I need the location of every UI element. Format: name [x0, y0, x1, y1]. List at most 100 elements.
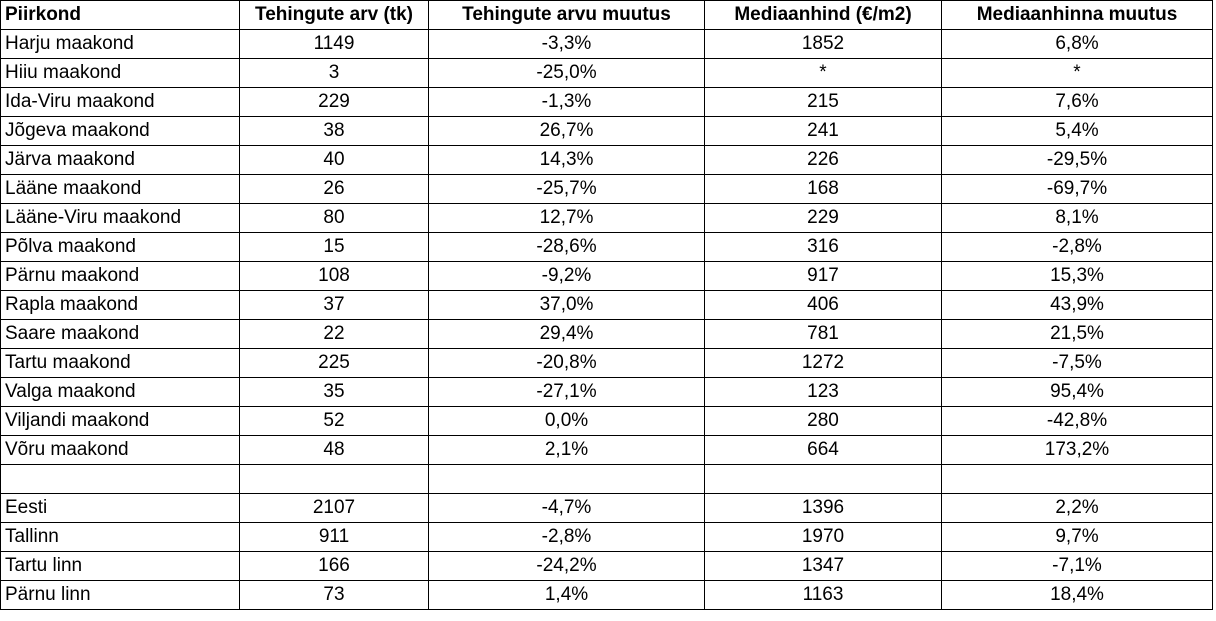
cell-region[interactable]: Viljandi maakond	[0, 406, 240, 436]
cell-median-price-change[interactable]: -42,8%	[941, 406, 1213, 436]
cell-region[interactable]: Pärnu maakond	[0, 261, 240, 291]
cell-region[interactable]: Ida-Viru maakond	[0, 87, 240, 117]
cell-transactions-change[interactable]: 1,4%	[428, 580, 705, 610]
cell-transactions-change[interactable]: 29,4%	[428, 319, 705, 349]
cell-transactions-count[interactable]: 40	[239, 145, 429, 175]
header-transactions-count[interactable]: Tehingute arv (tk)	[239, 0, 429, 30]
cell-median-price-change[interactable]: *	[941, 58, 1213, 88]
cell-transactions-count[interactable]: 108	[239, 261, 429, 291]
cell-median-price[interactable]: 241	[704, 116, 942, 146]
cell-transactions-count[interactable]: 225	[239, 348, 429, 378]
cell-transactions-count[interactable]: 35	[239, 377, 429, 407]
cell-median-price-change[interactable]: 21,5%	[941, 319, 1213, 349]
cell-transactions-change[interactable]: 14,3%	[428, 145, 705, 175]
cell-transactions-change[interactable]: -28,6%	[428, 232, 705, 262]
cell-transactions-count[interactable]: 26	[239, 174, 429, 204]
cell-transactions-change[interactable]: -27,1%	[428, 377, 705, 407]
cell-region[interactable]: Valga maakond	[0, 377, 240, 407]
cell-median-price[interactable]: 1970	[704, 522, 942, 552]
cell-region[interactable]: Tartu maakond	[0, 348, 240, 378]
cell-median-price[interactable]: 1396	[704, 493, 942, 523]
cell-transactions-change[interactable]: 37,0%	[428, 290, 705, 320]
cell-region[interactable]: Eesti	[0, 493, 240, 523]
cell-median-price[interactable]: 215	[704, 87, 942, 117]
cell-region[interactable]: Hiiu maakond	[0, 58, 240, 88]
cell-region[interactable]: Lääne maakond	[0, 174, 240, 204]
cell-transactions-count[interactable]: 166	[239, 551, 429, 581]
cell-region[interactable]: Harju maakond	[0, 29, 240, 59]
cell-transactions-count[interactable]: 37	[239, 290, 429, 320]
cell-transactions-change[interactable]: -20,8%	[428, 348, 705, 378]
cell-transactions-change[interactable]: 2,1%	[428, 435, 705, 465]
cell-transactions-count[interactable]: 22	[239, 319, 429, 349]
cell-transactions-count[interactable]: 3	[239, 58, 429, 88]
cell-median-price[interactable]: 917	[704, 261, 942, 291]
cell-region[interactable]: Saare maakond	[0, 319, 240, 349]
cell-transactions-change[interactable]: -25,0%	[428, 58, 705, 88]
cell-median-price[interactable]: 1163	[704, 580, 942, 610]
header-transactions-change[interactable]: Tehingute arvu muutus	[428, 0, 705, 30]
cell-transactions-count[interactable]: 52	[239, 406, 429, 436]
cell-median-price[interactable]: 316	[704, 232, 942, 262]
cell-median-price[interactable]: 280	[704, 406, 942, 436]
cell-transactions-count[interactable]	[239, 464, 429, 494]
cell-transactions-change[interactable]	[428, 464, 705, 494]
cell-median-price-change[interactable]: -7,1%	[941, 551, 1213, 581]
cell-median-price-change[interactable]: 5,4%	[941, 116, 1213, 146]
cell-median-price[interactable]: 226	[704, 145, 942, 175]
cell-median-price[interactable]: 1272	[704, 348, 942, 378]
cell-region[interactable]: Tartu linn	[0, 551, 240, 581]
cell-transactions-change[interactable]: -25,7%	[428, 174, 705, 204]
cell-transactions-count[interactable]: 2107	[239, 493, 429, 523]
cell-median-price[interactable]: 781	[704, 319, 942, 349]
cell-transactions-change[interactable]: 0,0%	[428, 406, 705, 436]
cell-median-price-change[interactable]: -29,5%	[941, 145, 1213, 175]
cell-region[interactable]: Võru maakond	[0, 435, 240, 465]
cell-region[interactable]: Põlva maakond	[0, 232, 240, 262]
cell-transactions-count[interactable]: 1149	[239, 29, 429, 59]
cell-median-price[interactable]	[704, 464, 942, 494]
cell-transactions-change[interactable]: -4,7%	[428, 493, 705, 523]
cell-median-price-change[interactable]: 2,2%	[941, 493, 1213, 523]
cell-median-price[interactable]: *	[704, 58, 942, 88]
cell-median-price-change[interactable]	[941, 464, 1213, 494]
cell-median-price[interactable]: 406	[704, 290, 942, 320]
cell-median-price-change[interactable]: 8,1%	[941, 203, 1213, 233]
cell-median-price-change[interactable]: 7,6%	[941, 87, 1213, 117]
cell-median-price-change[interactable]: 18,4%	[941, 580, 1213, 610]
cell-region[interactable]	[0, 464, 240, 494]
cell-transactions-change[interactable]: -1,3%	[428, 87, 705, 117]
cell-median-price-change[interactable]: -2,8%	[941, 232, 1213, 262]
cell-median-price-change[interactable]: 173,2%	[941, 435, 1213, 465]
cell-transactions-count[interactable]: 80	[239, 203, 429, 233]
cell-median-price[interactable]: 123	[704, 377, 942, 407]
cell-transactions-change[interactable]: -24,2%	[428, 551, 705, 581]
header-median-price-change[interactable]: Mediaanhinna muutus	[941, 0, 1213, 30]
cell-region[interactable]: Järva maakond	[0, 145, 240, 175]
cell-region[interactable]: Jõgeva maakond	[0, 116, 240, 146]
cell-median-price-change[interactable]: -7,5%	[941, 348, 1213, 378]
cell-transactions-count[interactable]: 73	[239, 580, 429, 610]
cell-median-price[interactable]: 229	[704, 203, 942, 233]
cell-transactions-change[interactable]: -9,2%	[428, 261, 705, 291]
cell-median-price-change[interactable]: 15,3%	[941, 261, 1213, 291]
cell-region[interactable]: Pärnu linn	[0, 580, 240, 610]
cell-transactions-count[interactable]: 38	[239, 116, 429, 146]
cell-median-price-change[interactable]: 43,9%	[941, 290, 1213, 320]
cell-region[interactable]: Lääne-Viru maakond	[0, 203, 240, 233]
cell-transactions-change[interactable]: 26,7%	[428, 116, 705, 146]
cell-transactions-count[interactable]: 911	[239, 522, 429, 552]
cell-transactions-count[interactable]: 229	[239, 87, 429, 117]
cell-median-price-change[interactable]: 9,7%	[941, 522, 1213, 552]
cell-transactions-change[interactable]: -3,3%	[428, 29, 705, 59]
cell-region[interactable]: Rapla maakond	[0, 290, 240, 320]
cell-median-price-change[interactable]: 95,4%	[941, 377, 1213, 407]
cell-region[interactable]: Tallinn	[0, 522, 240, 552]
cell-transactions-count[interactable]: 48	[239, 435, 429, 465]
cell-median-price-change[interactable]: -69,7%	[941, 174, 1213, 204]
cell-median-price[interactable]: 664	[704, 435, 942, 465]
cell-median-price[interactable]: 1347	[704, 551, 942, 581]
header-region[interactable]: Piirkond	[0, 0, 240, 30]
cell-median-price-change[interactable]: 6,8%	[941, 29, 1213, 59]
cell-median-price[interactable]: 168	[704, 174, 942, 204]
